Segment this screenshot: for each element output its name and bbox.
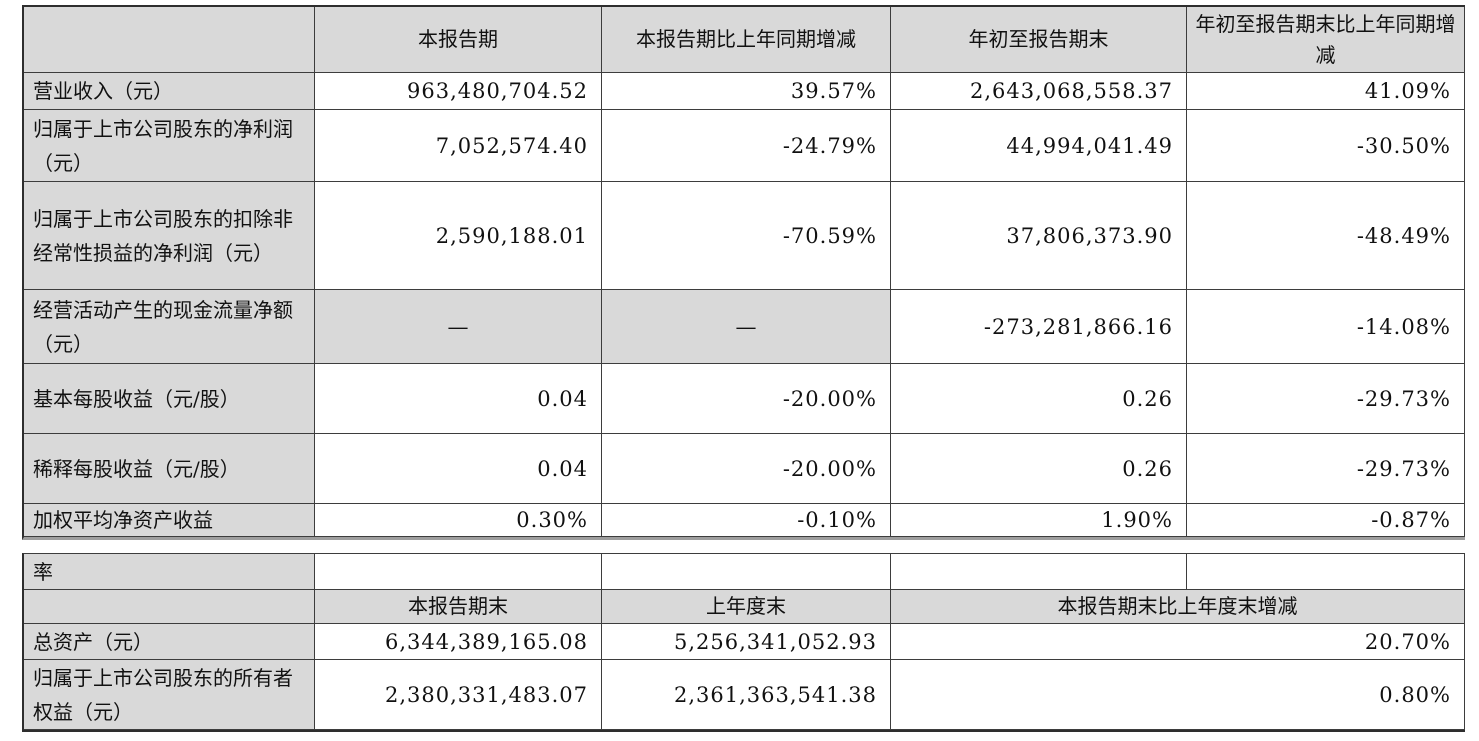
- cell-value: -20.00%: [602, 434, 891, 504]
- row-label: 归属于上市公司股东的净利润（元）: [24, 110, 315, 182]
- header-cell-period-end: 本报告期末: [315, 590, 602, 624]
- cell-value: 2,361,363,541.38: [602, 660, 891, 730]
- cell-value: 0.04: [315, 364, 602, 434]
- cell-value-na: —: [602, 290, 891, 364]
- header-cell-current-period: 本报告期: [315, 7, 602, 73]
- row-label: 经营活动产生的现金流量净额（元）: [24, 290, 315, 364]
- row-label: 总资产（元）: [24, 624, 315, 660]
- row-label-overflow: 率: [24, 554, 315, 590]
- row-label: 加权平均净资产收益: [24, 504, 315, 537]
- cell-value: -30.50%: [1187, 110, 1465, 182]
- cell-value: 0.26: [891, 364, 1187, 434]
- cell-value: 963,480,704.52: [315, 73, 602, 110]
- row-label: 营业收入（元）: [24, 73, 315, 110]
- header-cell-blank: [24, 590, 315, 624]
- cell-value: 2,380,331,483.07: [315, 660, 602, 730]
- cell-value: 6,344,389,165.08: [315, 624, 602, 660]
- cell-value: -14.08%: [1187, 290, 1465, 364]
- header-cell-prior-year-end: 上年度末: [602, 590, 891, 624]
- cell-value: 0.30%: [315, 504, 602, 537]
- cell-value: -70.59%: [602, 182, 891, 290]
- empty-cell: [315, 554, 602, 590]
- cell-value: -20.00%: [602, 364, 891, 434]
- header-cell-blank: [24, 7, 315, 73]
- cell-value: 2,643,068,558.37: [891, 73, 1187, 110]
- cell-value: 5,256,341,052.93: [602, 624, 891, 660]
- header-cell-period-yoy-change: 本报告期比上年同期增减: [602, 7, 891, 73]
- row-label: 稀释每股收益（元/股）: [24, 434, 315, 504]
- cell-value: 0.26: [891, 434, 1187, 504]
- empty-cell: [1187, 554, 1465, 590]
- cell-value: 44,994,041.49: [891, 110, 1187, 182]
- row-label: 归属于上市公司股东的所有者权益（元）: [24, 660, 315, 730]
- cell-value: 1.90%: [891, 504, 1187, 537]
- cell-value: -0.10%: [602, 504, 891, 537]
- cell-value: 41.09%: [1187, 73, 1465, 110]
- cell-value: -273,281,866.16: [891, 290, 1187, 364]
- header-cell-period-end-change: 本报告期末比上年度末增减: [891, 590, 1465, 624]
- cell-value: 0.04: [315, 434, 602, 504]
- cell-value: 20.70%: [891, 624, 1465, 660]
- cell-value: 0.80%: [891, 660, 1465, 730]
- period-end-table: 率 本报告期末 上年度末 本报告期末比上年度末增减 总资产（元） 6,344,3…: [22, 553, 1465, 732]
- cell-value-na: —: [315, 290, 602, 364]
- cell-value: 39.57%: [602, 73, 891, 110]
- empty-cell: [891, 554, 1187, 590]
- cell-value: 2,590,188.01: [315, 182, 602, 290]
- cell-value: -0.87%: [1187, 504, 1465, 537]
- cell-value: 37,806,373.90: [891, 182, 1187, 290]
- empty-cell: [602, 554, 891, 590]
- header-cell-ytd-yoy-change: 年初至报告期末比上年同期增减: [1187, 7, 1465, 73]
- cell-value: 7,052,574.40: [315, 110, 602, 182]
- cell-value: -29.73%: [1187, 434, 1465, 504]
- cell-value: -48.49%: [1187, 182, 1465, 290]
- row-label: 归属于上市公司股东的扣除非经常性损益的净利润（元）: [24, 182, 315, 290]
- row-label: 基本每股收益（元/股）: [24, 364, 315, 434]
- key-financials-table: 本报告期 本报告期比上年同期增减 年初至报告期末 年初至报告期末比上年同期增减 …: [22, 5, 1465, 540]
- header-cell-ytd: 年初至报告期末: [891, 7, 1187, 73]
- cell-value: -24.79%: [602, 110, 891, 182]
- cell-value: -29.73%: [1187, 364, 1465, 434]
